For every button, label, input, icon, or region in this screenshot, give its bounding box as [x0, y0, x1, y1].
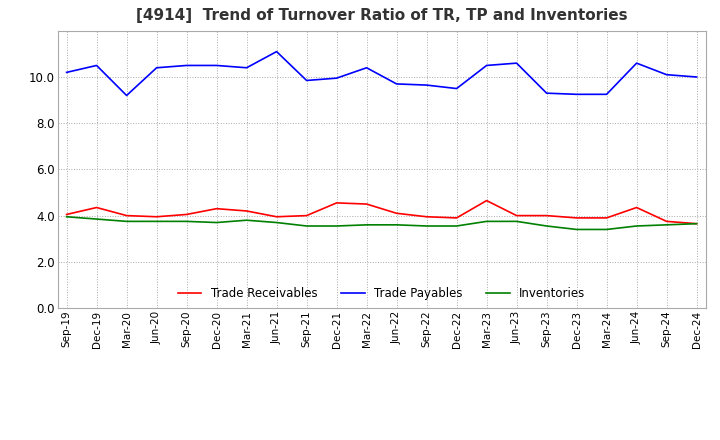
Inventories [302, 224, 311, 229]
Legend: Trade Receivables, Trade Payables, Inventories: Trade Receivables, Trade Payables, Inven… [173, 282, 590, 305]
Trade Payables [693, 74, 701, 80]
Inventories [182, 219, 191, 224]
Trade Receivables [662, 219, 671, 224]
Trade Payables [422, 82, 431, 88]
Trade Receivables [302, 213, 311, 218]
Trade Receivables [333, 200, 341, 205]
Inventories [422, 224, 431, 229]
Inventories [572, 227, 581, 232]
Inventories [212, 220, 221, 225]
Trade Receivables [542, 213, 551, 218]
Trade Payables [602, 92, 611, 97]
Trade Receivables [632, 205, 641, 210]
Trade Payables [572, 92, 581, 97]
Inventories [153, 219, 161, 224]
Inventories [242, 217, 251, 223]
Line: Inventories: Inventories [66, 217, 697, 230]
Trade Payables [662, 72, 671, 77]
Title: [4914]  Trend of Turnover Ratio of TR, TP and Inventories: [4914] Trend of Turnover Ratio of TR, TP… [136, 7, 627, 23]
Trade Payables [362, 65, 371, 70]
Trade Payables [122, 93, 131, 98]
Trade Payables [62, 70, 71, 75]
Inventories [513, 219, 521, 224]
Trade Payables [302, 78, 311, 83]
Trade Receivables [422, 214, 431, 220]
Trade Payables [392, 81, 401, 87]
Inventories [693, 221, 701, 226]
Inventories [482, 219, 491, 224]
Trade Payables [92, 63, 101, 68]
Trade Receivables [92, 205, 101, 210]
Trade Receivables [242, 208, 251, 213]
Trade Payables [212, 63, 221, 68]
Inventories [542, 224, 551, 229]
Line: Trade Payables: Trade Payables [66, 51, 697, 95]
Trade Receivables [362, 202, 371, 207]
Trade Payables [272, 49, 281, 54]
Line: Trade Receivables: Trade Receivables [66, 201, 697, 224]
Trade Receivables [62, 212, 71, 217]
Inventories [392, 222, 401, 227]
Inventories [602, 227, 611, 232]
Trade Payables [242, 65, 251, 70]
Trade Payables [153, 65, 161, 70]
Inventories [122, 219, 131, 224]
Inventories [452, 224, 461, 229]
Inventories [632, 224, 641, 229]
Trade Receivables [602, 215, 611, 220]
Trade Receivables [212, 206, 221, 211]
Trade Receivables [272, 214, 281, 220]
Inventories [333, 224, 341, 229]
Trade Receivables [153, 214, 161, 220]
Trade Payables [182, 63, 191, 68]
Trade Receivables [513, 213, 521, 218]
Trade Payables [452, 86, 461, 91]
Inventories [272, 220, 281, 225]
Trade Receivables [392, 211, 401, 216]
Inventories [362, 222, 371, 227]
Trade Payables [482, 63, 491, 68]
Trade Receivables [482, 198, 491, 203]
Inventories [92, 216, 101, 222]
Inventories [662, 222, 671, 227]
Trade Payables [513, 60, 521, 66]
Trade Receivables [452, 215, 461, 220]
Trade Receivables [182, 212, 191, 217]
Trade Payables [333, 76, 341, 81]
Trade Receivables [693, 221, 701, 226]
Trade Receivables [122, 213, 131, 218]
Trade Payables [632, 60, 641, 66]
Inventories [62, 214, 71, 220]
Trade Receivables [572, 215, 581, 220]
Trade Payables [542, 91, 551, 96]
